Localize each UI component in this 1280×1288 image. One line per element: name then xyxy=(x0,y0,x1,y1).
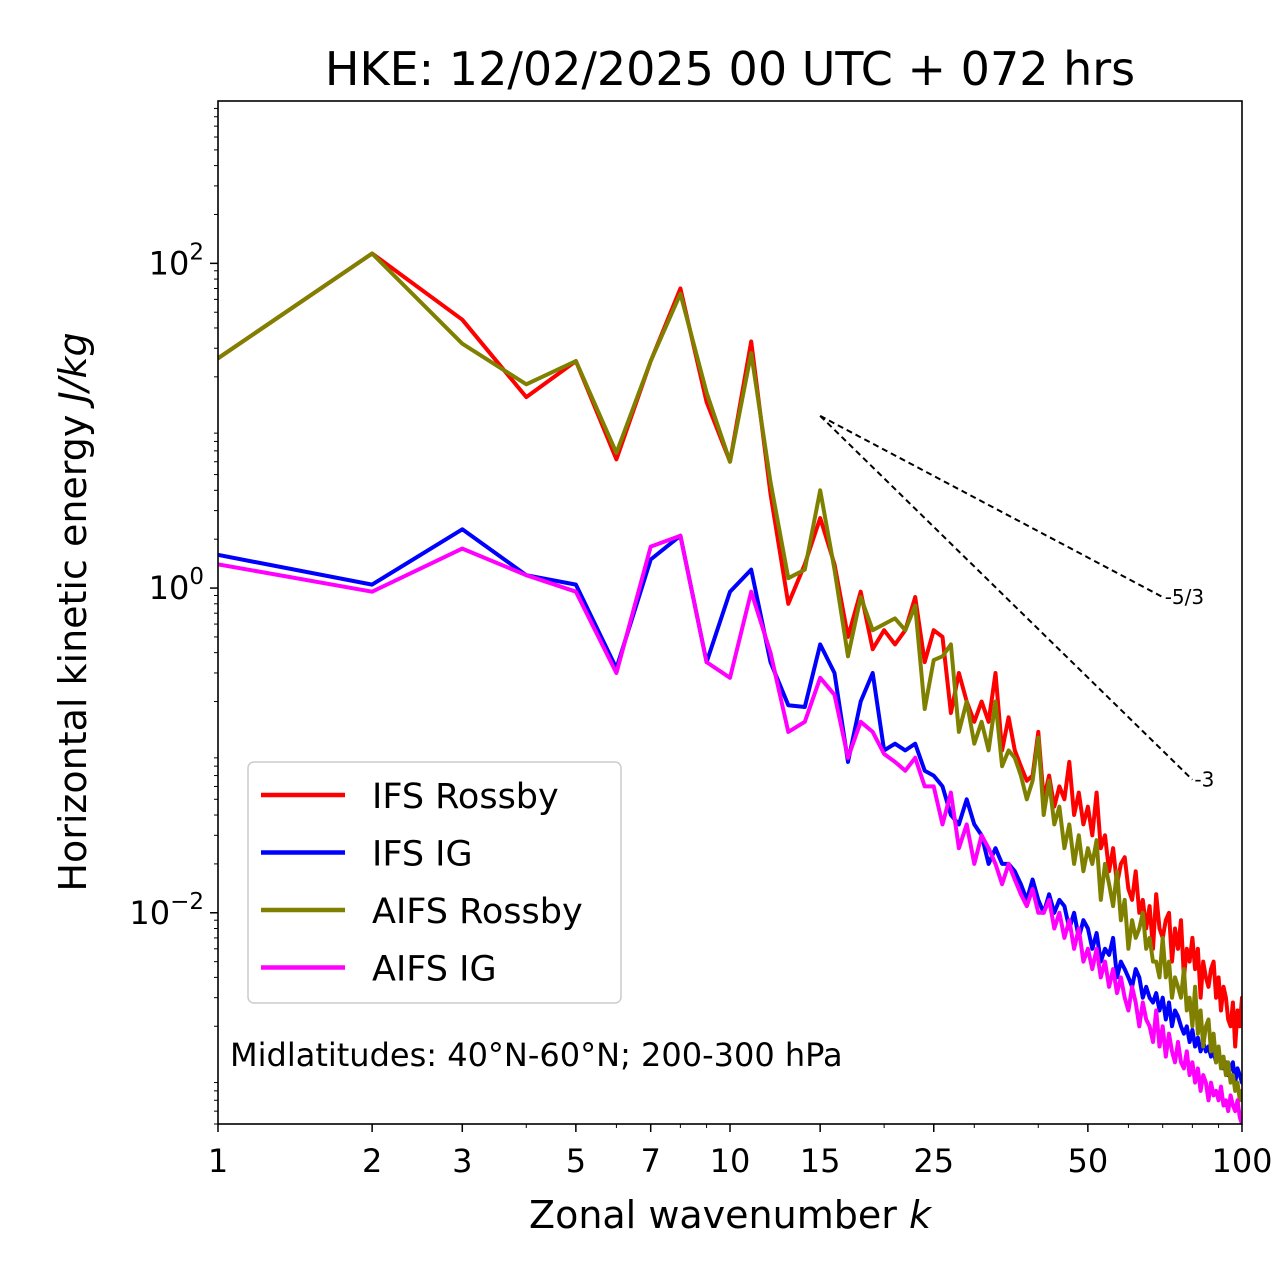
legend-label-1: IFS IG xyxy=(372,835,473,875)
x-axis-label-var: k xyxy=(909,1193,933,1237)
y-tick-label: 10−2 xyxy=(129,889,204,932)
reference-slope-label-1: -3 xyxy=(1194,768,1214,792)
x-tick-label: 15 xyxy=(800,1142,841,1180)
x-axis-label-text: Zonal wavenumber xyxy=(529,1193,897,1237)
legend-label-3: AIFS IG xyxy=(372,950,497,990)
legend-label-2: AIFS Rossby xyxy=(372,892,583,932)
series-line-2 xyxy=(218,251,1242,1103)
x-axis-label: Zonal wavenumber k xyxy=(529,1193,933,1237)
legend-label-0: IFS Rossby xyxy=(372,777,559,817)
x-tick-label: 7 xyxy=(641,1142,661,1180)
x-tick-label: 50 xyxy=(1068,1142,1109,1180)
legend-box xyxy=(247,761,622,1004)
x-tick-label: 10 xyxy=(710,1142,751,1180)
y-axis-label-text: Horizontal kinetic energy xyxy=(51,415,95,892)
x-tick-label: 25 xyxy=(913,1142,954,1180)
chart-title: HKE: 12/02/2025 00 UTC + 072 hrs xyxy=(325,42,1135,96)
reference-slope-line-0 xyxy=(819,414,1164,598)
reference-slope-label-0: -5/3 xyxy=(1165,585,1204,609)
x-tick-label: 100 xyxy=(1211,1142,1272,1180)
reference-slope-line-1 xyxy=(819,415,1194,781)
y-axis-label-unit: J/kg xyxy=(51,332,95,409)
x-tick-label: 1 xyxy=(208,1142,228,1180)
y-tick-label: 102 xyxy=(149,239,204,282)
y-tick-label: 100 xyxy=(149,564,204,607)
plot-frame xyxy=(217,100,1243,1125)
legend: IFS Rossby IFS IG AIFS Rossby AIFS IG xyxy=(247,761,622,1004)
reference-slopes: -5/3 -3 xyxy=(819,414,1214,792)
x-tick-label: 5 xyxy=(566,1142,586,1180)
series-line-0 xyxy=(218,251,1242,1049)
y-axis-label: Horizontal kinetic energy J/kg xyxy=(51,332,95,891)
series-line-3 xyxy=(218,533,1242,1124)
x-tick-label: 2 xyxy=(362,1142,382,1180)
region-annotation: Midlatitudes: 40°N-60°N; 200-300 hPa xyxy=(230,1036,843,1074)
axis-ticks: 1 2 3 5 7 10 15 25 50 100 10−2 100 102 xyxy=(129,107,1273,1180)
series-layer xyxy=(218,251,1242,1124)
x-tick-label: 3 xyxy=(452,1142,472,1180)
